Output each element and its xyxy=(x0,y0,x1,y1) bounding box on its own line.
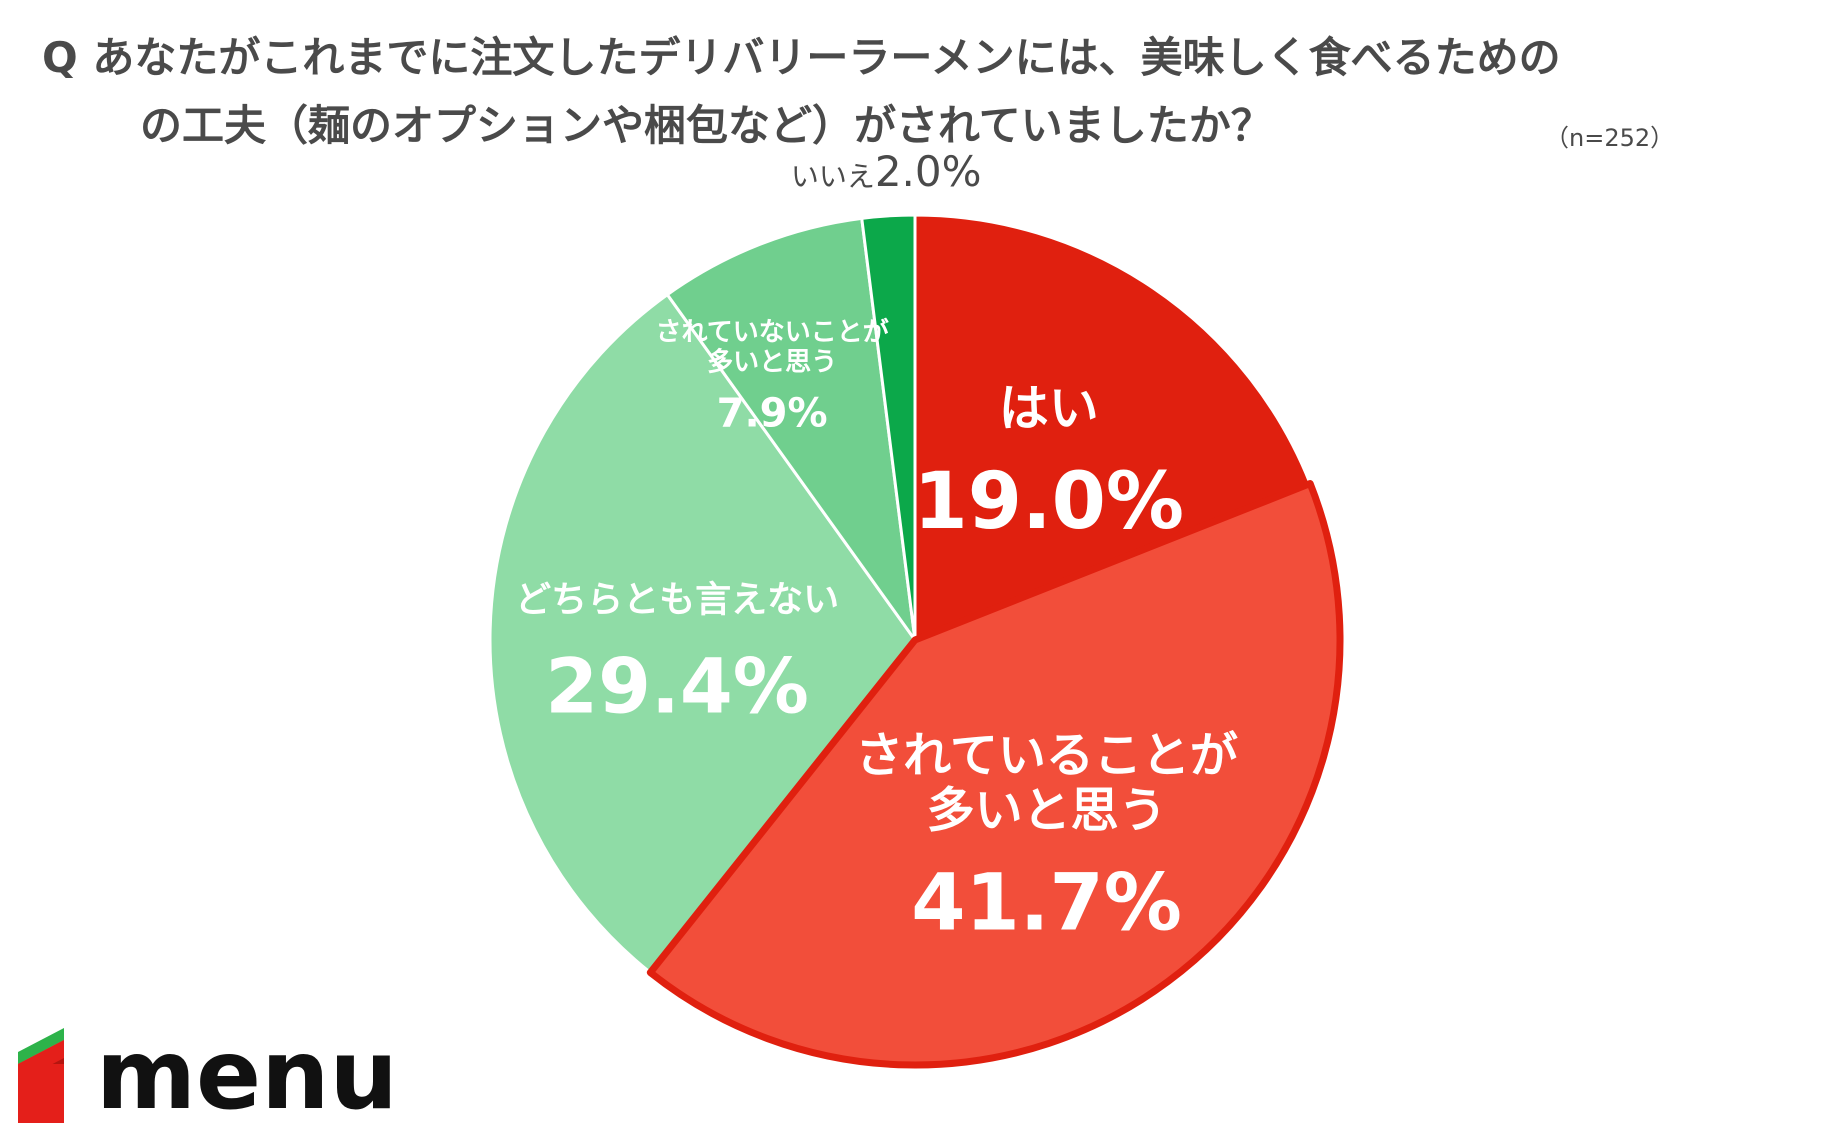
pie-slice-4 xyxy=(665,216,917,641)
pie-labels: はい19.0%されていることが多いと思う41.7%どちらとも言えない29.4%さ… xyxy=(515,147,1238,948)
pie-highlight-outline xyxy=(646,480,1344,1069)
title-line-1: Q あなたがこれまでに注文したデリバリーラーメンには、美味しく食べるための xyxy=(42,33,1561,82)
logo-mark-icon xyxy=(18,1028,64,1123)
slice-name-line: 多いと思う xyxy=(927,783,1167,839)
title-line-2: の工夫（麺のオプションや梱包など）がされていましたか？ xyxy=(140,101,1273,150)
pie-slices xyxy=(488,213,1342,1067)
slice-name-line: はい xyxy=(999,379,1099,437)
pie-slice-3 xyxy=(488,292,917,975)
slice-name-line: どちらとも言えない xyxy=(515,579,839,620)
slice-label-5: いいえ2.0% xyxy=(791,147,982,196)
pie-slice-5 xyxy=(860,213,917,641)
slice-value: 29.4% xyxy=(545,641,809,730)
pie-slice-1 xyxy=(913,213,1313,643)
slice-name: いいえ xyxy=(791,160,875,193)
slice-value: 2.0% xyxy=(875,147,982,196)
slice-label-group-3: どちらとも言えない 29.4% xyxy=(515,579,839,730)
sample-size-note: （n=252） xyxy=(1545,124,1674,152)
slice-label-group-5: いいえ2.0% xyxy=(791,147,982,196)
slice-value: 19.0% xyxy=(913,457,1184,547)
slice-label-group-1: はい 19.0% xyxy=(913,379,1184,547)
menu-logo: menu xyxy=(18,1019,398,1123)
slice-name-line: されていないことが xyxy=(656,317,889,348)
chart-title: Q あなたがこれまでに注文したデリバリーラーメンには、美味しく食べるための の工… xyxy=(42,33,1674,152)
logo-wordmark: menu xyxy=(96,1019,398,1123)
slice-name-line: 多いと思う xyxy=(707,348,837,378)
pie-slice-2-outline xyxy=(646,480,1344,1069)
slice-value: 7.9% xyxy=(717,391,828,437)
slice-value: 41.7% xyxy=(911,858,1182,948)
slice-name-line: されていることが xyxy=(855,727,1238,783)
